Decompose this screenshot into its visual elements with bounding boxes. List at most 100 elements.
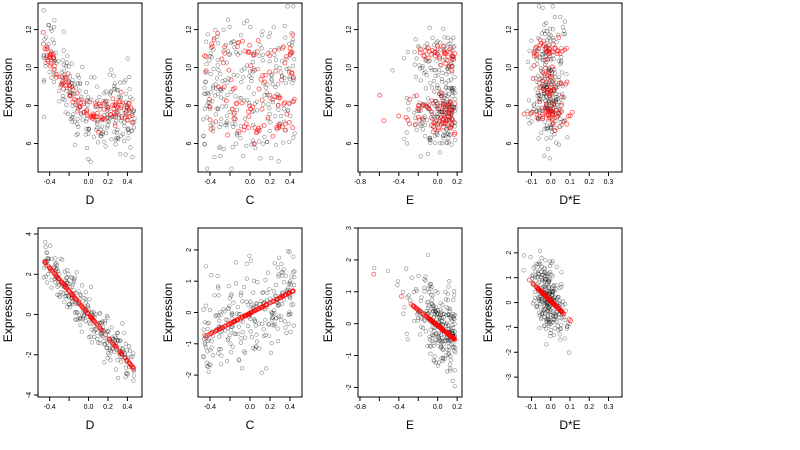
observed-point	[446, 42, 451, 47]
observed-point	[235, 73, 240, 78]
observed-point	[77, 80, 83, 85]
observed-point	[540, 298, 545, 303]
observed-point	[561, 315, 567, 320]
observed-point	[439, 318, 444, 324]
observed-point	[549, 289, 555, 294]
observed-point	[450, 315, 455, 320]
observed-point	[430, 302, 435, 307]
observed-point	[422, 277, 427, 282]
fitted-point	[228, 77, 234, 83]
fitted-point	[259, 106, 265, 112]
observed-point	[433, 73, 438, 78]
observed-point	[286, 312, 291, 318]
observed-point	[242, 116, 248, 121]
observed-point	[72, 142, 77, 148]
x-tick-label: 0.2	[584, 404, 594, 411]
x-tick-label: 0.2	[584, 179, 594, 186]
observed-point	[203, 91, 208, 96]
observed-point	[283, 81, 289, 86]
observed-point	[106, 329, 111, 334]
observed-point	[65, 280, 70, 285]
observed-point	[116, 338, 121, 344]
observed-point	[237, 96, 242, 101]
observed-point	[441, 26, 446, 31]
observed-point	[542, 90, 547, 95]
observed-point	[62, 97, 67, 102]
observed-point	[108, 358, 113, 363]
observed-point	[226, 306, 231, 311]
observed-point	[238, 293, 243, 298]
observed-point	[538, 94, 543, 99]
fitted-point	[247, 103, 253, 109]
observed-point	[543, 277, 549, 282]
observed-point	[565, 135, 570, 140]
observed-point	[207, 58, 212, 63]
fitted-point	[94, 321, 100, 327]
observed-point	[64, 60, 70, 65]
observed-point	[61, 62, 66, 68]
fitted-point	[550, 111, 556, 117]
observed-point	[447, 41, 452, 46]
y-tick-label: 8	[186, 103, 193, 107]
fitted-point	[544, 46, 549, 52]
observed-point	[540, 52, 545, 57]
observed-point	[273, 84, 278, 90]
fitted-point	[87, 99, 93, 105]
fitted-point	[431, 124, 437, 130]
observed-point	[557, 99, 562, 104]
observed-point	[534, 305, 540, 310]
observed-point	[531, 103, 537, 108]
fitted-point	[541, 41, 547, 47]
observed-point	[448, 77, 454, 82]
observed-point	[435, 115, 440, 120]
x-tick-label: 0.0	[84, 404, 94, 411]
fitted-point	[211, 37, 217, 43]
observed-point	[219, 353, 224, 358]
observed-point	[236, 324, 241, 329]
x-axis-label: C	[246, 418, 255, 432]
observed-point	[559, 70, 565, 75]
fitted-point	[450, 335, 456, 341]
observed-point	[225, 337, 230, 343]
observed-point	[66, 111, 71, 116]
y-tick-label: 12	[346, 26, 353, 34]
observed-point	[254, 339, 259, 344]
fitted-point	[129, 120, 135, 125]
observed-point	[536, 92, 542, 97]
fitted-point	[93, 113, 99, 119]
observed-point	[432, 354, 437, 359]
observed-point	[418, 123, 423, 128]
observed-point	[539, 317, 544, 322]
fitted-point	[47, 266, 53, 272]
y-tick-label: 8	[506, 103, 513, 107]
observed-point	[546, 323, 552, 328]
observed-point	[547, 263, 553, 269]
observed-point	[534, 261, 539, 267]
observed-point	[429, 297, 435, 302]
observed-point	[86, 127, 91, 132]
fitted-point	[84, 108, 90, 114]
observed-point	[114, 337, 119, 342]
observed-point	[435, 308, 441, 313]
fitted-point	[236, 128, 241, 134]
x-tick-label: 0.0	[546, 404, 556, 411]
fitted-point	[549, 109, 555, 114]
observed-point	[445, 338, 450, 343]
observed-point	[287, 312, 292, 317]
observed-point	[239, 336, 244, 341]
observed-point	[202, 85, 207, 90]
y-tick-label: 10	[186, 64, 193, 72]
observed-point	[425, 41, 430, 46]
y-tick-label: 12	[506, 26, 513, 34]
observed-point	[205, 338, 210, 344]
observed-point	[54, 263, 59, 268]
observed-point	[424, 73, 429, 78]
observed-point	[444, 85, 449, 90]
observed-point	[547, 290, 553, 295]
observed-point	[539, 264, 544, 269]
observed-point	[240, 330, 245, 335]
observed-point	[109, 137, 114, 142]
observed-point	[79, 112, 84, 117]
observed-point	[88, 159, 93, 164]
observed-point	[228, 341, 233, 346]
